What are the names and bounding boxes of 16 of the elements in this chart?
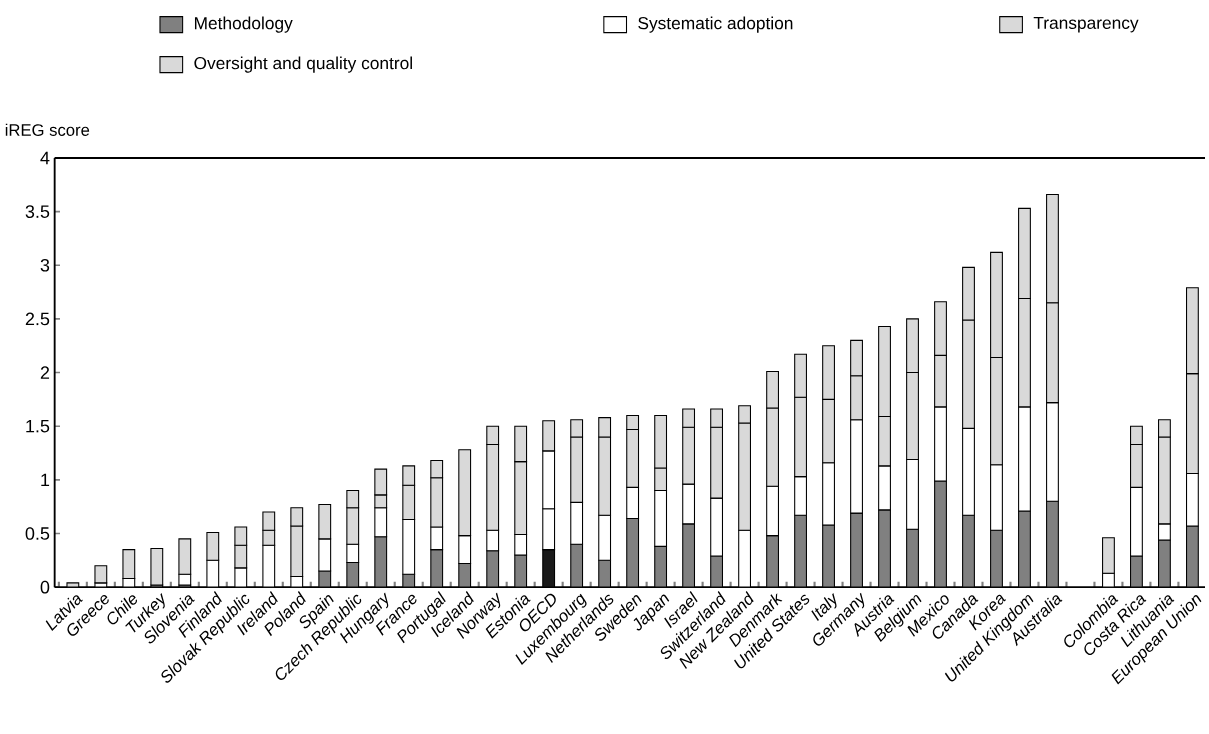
y-tick-label: 3 [40,258,50,272]
y-tick-label: 2.5 [25,312,50,326]
y-tick-label: 3.5 [25,205,50,219]
y-axis-title: iREG score [5,123,90,137]
legend-label: Systematic adoption [638,16,793,33]
y-tick-label: 0.5 [25,527,50,540]
y-tick-label: 0 [40,580,50,594]
y-tick-label: 4 [40,151,50,165]
y-tick-label: 2 [40,366,50,379]
legend-label: Methodology [194,16,293,33]
y-tick-label: 1.5 [26,420,50,433]
legend-label: Transparency [1033,17,1139,33]
y-tick-label: 1 [41,473,50,487]
bar [150,548,164,586]
legend-label: Oversight and quality control [194,56,412,73]
bar [94,565,108,584]
